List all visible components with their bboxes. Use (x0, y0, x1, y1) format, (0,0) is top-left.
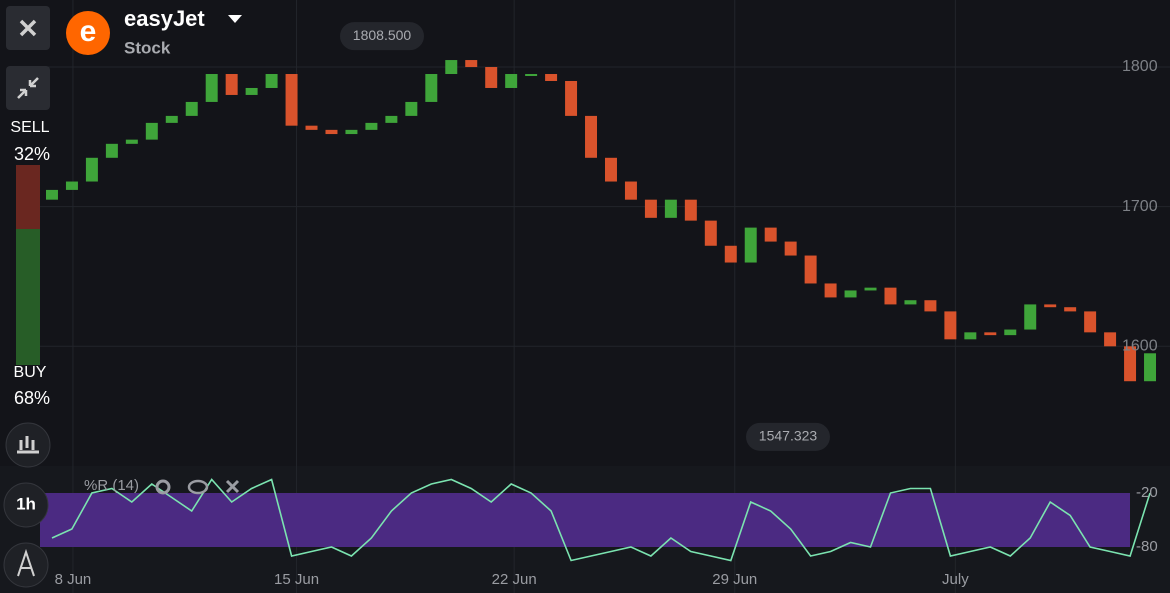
x-tick-label: 8 Jun (55, 571, 92, 588)
visibility-icon[interactable] (187, 479, 209, 495)
drawing-button[interactable] (3, 542, 49, 588)
collapse-icon (17, 77, 39, 99)
candle-body (684, 199, 697, 221)
candle-body (345, 129, 358, 135)
candle-body (824, 283, 837, 298)
candle-body (65, 181, 78, 190)
y-tick-label: 1600 (1122, 338, 1158, 355)
candle-body (185, 101, 198, 116)
price-marker (746, 422, 830, 451)
candle-body (884, 287, 897, 305)
candle-body (1104, 332, 1117, 347)
candle-body (445, 60, 458, 75)
candle-body (664, 199, 677, 218)
sell-share (16, 165, 40, 229)
collapse-button[interactable] (6, 66, 50, 110)
candle-body (964, 332, 977, 340)
candle-body (644, 199, 657, 218)
indicator-line (51, 478, 1151, 562)
asset-name[interactable]: easyJet (124, 6, 205, 31)
asset-kind: Stock (124, 38, 171, 57)
candle-body (305, 125, 318, 130)
candle-body (844, 290, 857, 298)
timeframe: 1h (16, 494, 36, 513)
candle-body (1004, 329, 1017, 336)
candle-body (285, 74, 298, 126)
x-tick-label: July (942, 571, 969, 588)
price-marker-label: 1808.500 (353, 27, 412, 43)
buy-percent: 68% (14, 388, 50, 408)
candle-body (165, 115, 178, 123)
candle-body (764, 227, 777, 242)
y-tick-label: -20 (1136, 484, 1158, 501)
candle-body (205, 74, 218, 102)
sell-title: SELL (10, 119, 49, 136)
price-marker-label: 1547.323 (759, 428, 818, 444)
candle-body (704, 220, 717, 246)
candle-body (265, 74, 278, 88)
candle-body (904, 300, 917, 305)
dropdown-arrow[interactable] (228, 15, 242, 23)
buy-share (16, 229, 40, 365)
candle-body (505, 74, 518, 88)
candle-body (624, 181, 637, 200)
x-tick-label: 29 Jun (712, 571, 757, 588)
grid-layer (40, 0, 1170, 593)
drawing-icon (17, 548, 35, 577)
candle-body (405, 101, 418, 116)
candle-body (984, 332, 997, 336)
candle-body (864, 287, 877, 291)
chart-type-icon (17, 436, 39, 454)
candle-body (565, 80, 578, 116)
x-tick-label: 22 Jun (492, 571, 537, 588)
close-icon (19, 19, 37, 37)
logo (66, 11, 110, 55)
y-tick-label: -80 (1136, 538, 1158, 555)
candle-body (585, 115, 598, 158)
y-tick-label: 1800 (1122, 58, 1158, 75)
settings-icon[interactable] (155, 479, 171, 495)
candle-body (1084, 311, 1097, 333)
candle-body (385, 115, 398, 123)
candle-body (744, 227, 757, 263)
candle-body (45, 189, 58, 200)
candle-body (85, 157, 98, 182)
candle-body (604, 157, 617, 182)
y-tick-label: 1700 (1122, 198, 1158, 215)
timeframe-button[interactable] (3, 482, 49, 528)
range-band (40, 493, 1130, 547)
candle-body (485, 67, 498, 88)
candle-body (425, 74, 438, 102)
logo-letter: e (80, 15, 97, 48)
candle-body (525, 74, 538, 77)
buy-title: BUY (14, 364, 47, 381)
candle-body (784, 241, 797, 256)
candle-body (1124, 346, 1137, 382)
candle-body (1024, 304, 1037, 330)
candle-body (1144, 353, 1157, 382)
candle-body (545, 74, 558, 81)
x-tick-label: 15 Jun (274, 571, 319, 588)
candle-body (105, 143, 118, 158)
candle-body (944, 311, 957, 340)
candle-body (924, 300, 937, 312)
candle-body (245, 87, 258, 95)
plot-layer (45, 60, 1157, 562)
candle-body (1064, 307, 1077, 312)
candle-body (325, 129, 338, 135)
candle-body (804, 255, 817, 284)
price-marker (340, 22, 424, 51)
candle-body (145, 122, 158, 140)
candle-body (225, 74, 238, 95)
sell-percent: 32% (14, 144, 50, 164)
indicator-title: %R (14) (84, 477, 139, 494)
candle-body (125, 139, 138, 144)
candle-body (365, 122, 378, 130)
remove-indicator-icon[interactable] (225, 479, 240, 494)
candle-body (465, 60, 478, 68)
candle-body (1044, 304, 1057, 308)
candle-body (724, 245, 737, 263)
